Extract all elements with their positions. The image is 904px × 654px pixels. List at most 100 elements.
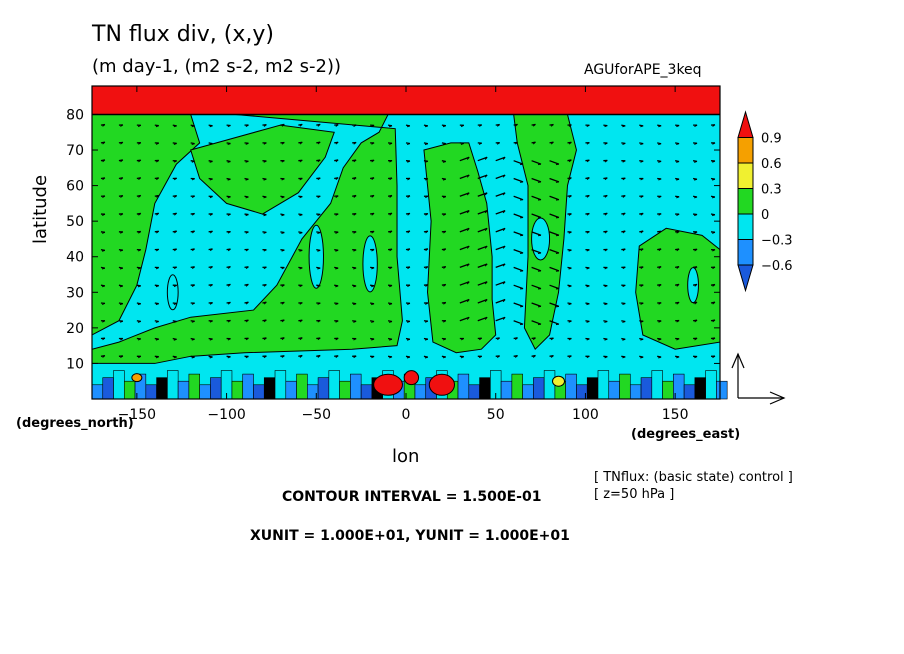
flux-vector-head [120, 231, 124, 234]
tropical-field-cell [263, 377, 276, 400]
x-tick-label: 100 [572, 407, 599, 423]
flux-vector-head [694, 160, 698, 163]
flux-vector-head [425, 248, 429, 252]
flux-vector-head [371, 212, 375, 216]
flux-vector-head [424, 338, 429, 341]
flux-vector-head [502, 299, 506, 303]
flux-vector-head [335, 355, 339, 358]
flux-vector-head [658, 230, 662, 234]
tropical-field-cell [350, 373, 362, 400]
flux-vector-head [174, 212, 177, 216]
flux-vector-head [484, 156, 488, 160]
flux-vector [549, 160, 560, 165]
flux-vector-head [712, 319, 716, 323]
flux-vector-head [281, 337, 285, 341]
flux-vector-head [442, 356, 446, 359]
flux-vector-head [502, 245, 506, 249]
flux-vector-head [101, 249, 106, 252]
flux-vector-head [137, 338, 142, 341]
flux-vector-head [173, 142, 177, 145]
flux-vector-head [245, 178, 249, 181]
flux-vector [459, 245, 470, 251]
flux-vector-head [586, 285, 590, 288]
flux-vector-head [604, 125, 608, 128]
flux-vector-head [389, 177, 393, 181]
flux-vector-head [443, 284, 447, 287]
flux-vector-head [442, 338, 447, 341]
flux-vector-head [299, 337, 303, 341]
flux-vector-head [137, 285, 141, 288]
flux-vector-head [424, 143, 429, 146]
flux-vector [459, 227, 470, 233]
flux-vector-head [335, 159, 339, 163]
flux-vector-head [173, 338, 177, 341]
flux-vector-head [484, 245, 488, 249]
flux-vector-head [335, 285, 339, 288]
flux-vector-head [466, 228, 470, 231]
flux-vector-head [227, 161, 231, 163]
flux-vector [531, 249, 542, 254]
flux-vector-head [604, 159, 608, 163]
flux-vector-head [137, 249, 142, 252]
flux-vector-head [335, 267, 339, 270]
flux-vector-head [353, 320, 357, 323]
flux-vector-head [484, 210, 488, 214]
flux-vector [459, 156, 470, 162]
flux-vector-head [119, 285, 123, 288]
flux-vector-head [281, 142, 285, 145]
tropical-field-cell [274, 370, 287, 400]
tropical-field-cell [145, 384, 157, 400]
flux-vector-head [586, 303, 590, 306]
flux-vector-head [694, 284, 698, 287]
flux-vector-head [209, 320, 213, 323]
flux-vector-head [676, 196, 680, 199]
tropical-field-cell [156, 377, 168, 400]
flux-vector-head [245, 231, 249, 234]
flux-vector-head [317, 124, 321, 127]
flux-vector-head [586, 177, 590, 181]
flux-vector-head [466, 156, 470, 160]
flux-vector-head [191, 302, 195, 305]
flux-vector-head [514, 141, 518, 145]
flux-vector-head [676, 248, 680, 252]
flux-vector-head [711, 196, 716, 199]
flux-vector-head [263, 284, 267, 287]
red-tropical-blob [428, 373, 455, 396]
tropical-field-cell [468, 384, 480, 400]
flux-vector-head [101, 267, 106, 270]
flux-vector-head [173, 302, 177, 306]
flux-vector-head [353, 338, 357, 341]
flux-vector [513, 160, 524, 165]
flux-vector-head [712, 284, 716, 287]
flux-vector-head [353, 124, 357, 127]
flux-vector-head [424, 160, 429, 163]
tropical-field-cell [705, 370, 717, 400]
tropical-field-cell [360, 384, 373, 400]
flux-vector-head [209, 248, 213, 252]
flux-vector-head [502, 316, 506, 320]
flux-vector-head [137, 267, 142, 270]
flux-vector-head [586, 142, 590, 145]
tropical-field-cell [328, 370, 340, 400]
x-tick-label: 0 [402, 407, 411, 423]
flux-vector [513, 195, 524, 201]
flux-vector [513, 284, 524, 290]
flux-vector-head [532, 123, 536, 127]
flux-vector [513, 320, 524, 325]
flux-vector-head [191, 320, 195, 323]
flux-vector-head [155, 285, 159, 288]
tropical-field-cell [565, 373, 577, 400]
flux-vector-head [173, 266, 178, 270]
flux-vector-head [137, 320, 141, 323]
flux-vector-head [281, 124, 285, 127]
colorbar-swatch [737, 162, 754, 189]
flux-vector-head [694, 337, 698, 341]
flux-vector-head [227, 196, 231, 199]
flux-vector-head [711, 178, 716, 181]
flux-vector-head [191, 213, 195, 216]
flux-vector-head [371, 142, 375, 145]
flux-vector-head [102, 213, 106, 216]
flux-vector-head [460, 124, 465, 128]
flux-vector-head [658, 356, 662, 359]
flux-vector-head [102, 337, 106, 341]
